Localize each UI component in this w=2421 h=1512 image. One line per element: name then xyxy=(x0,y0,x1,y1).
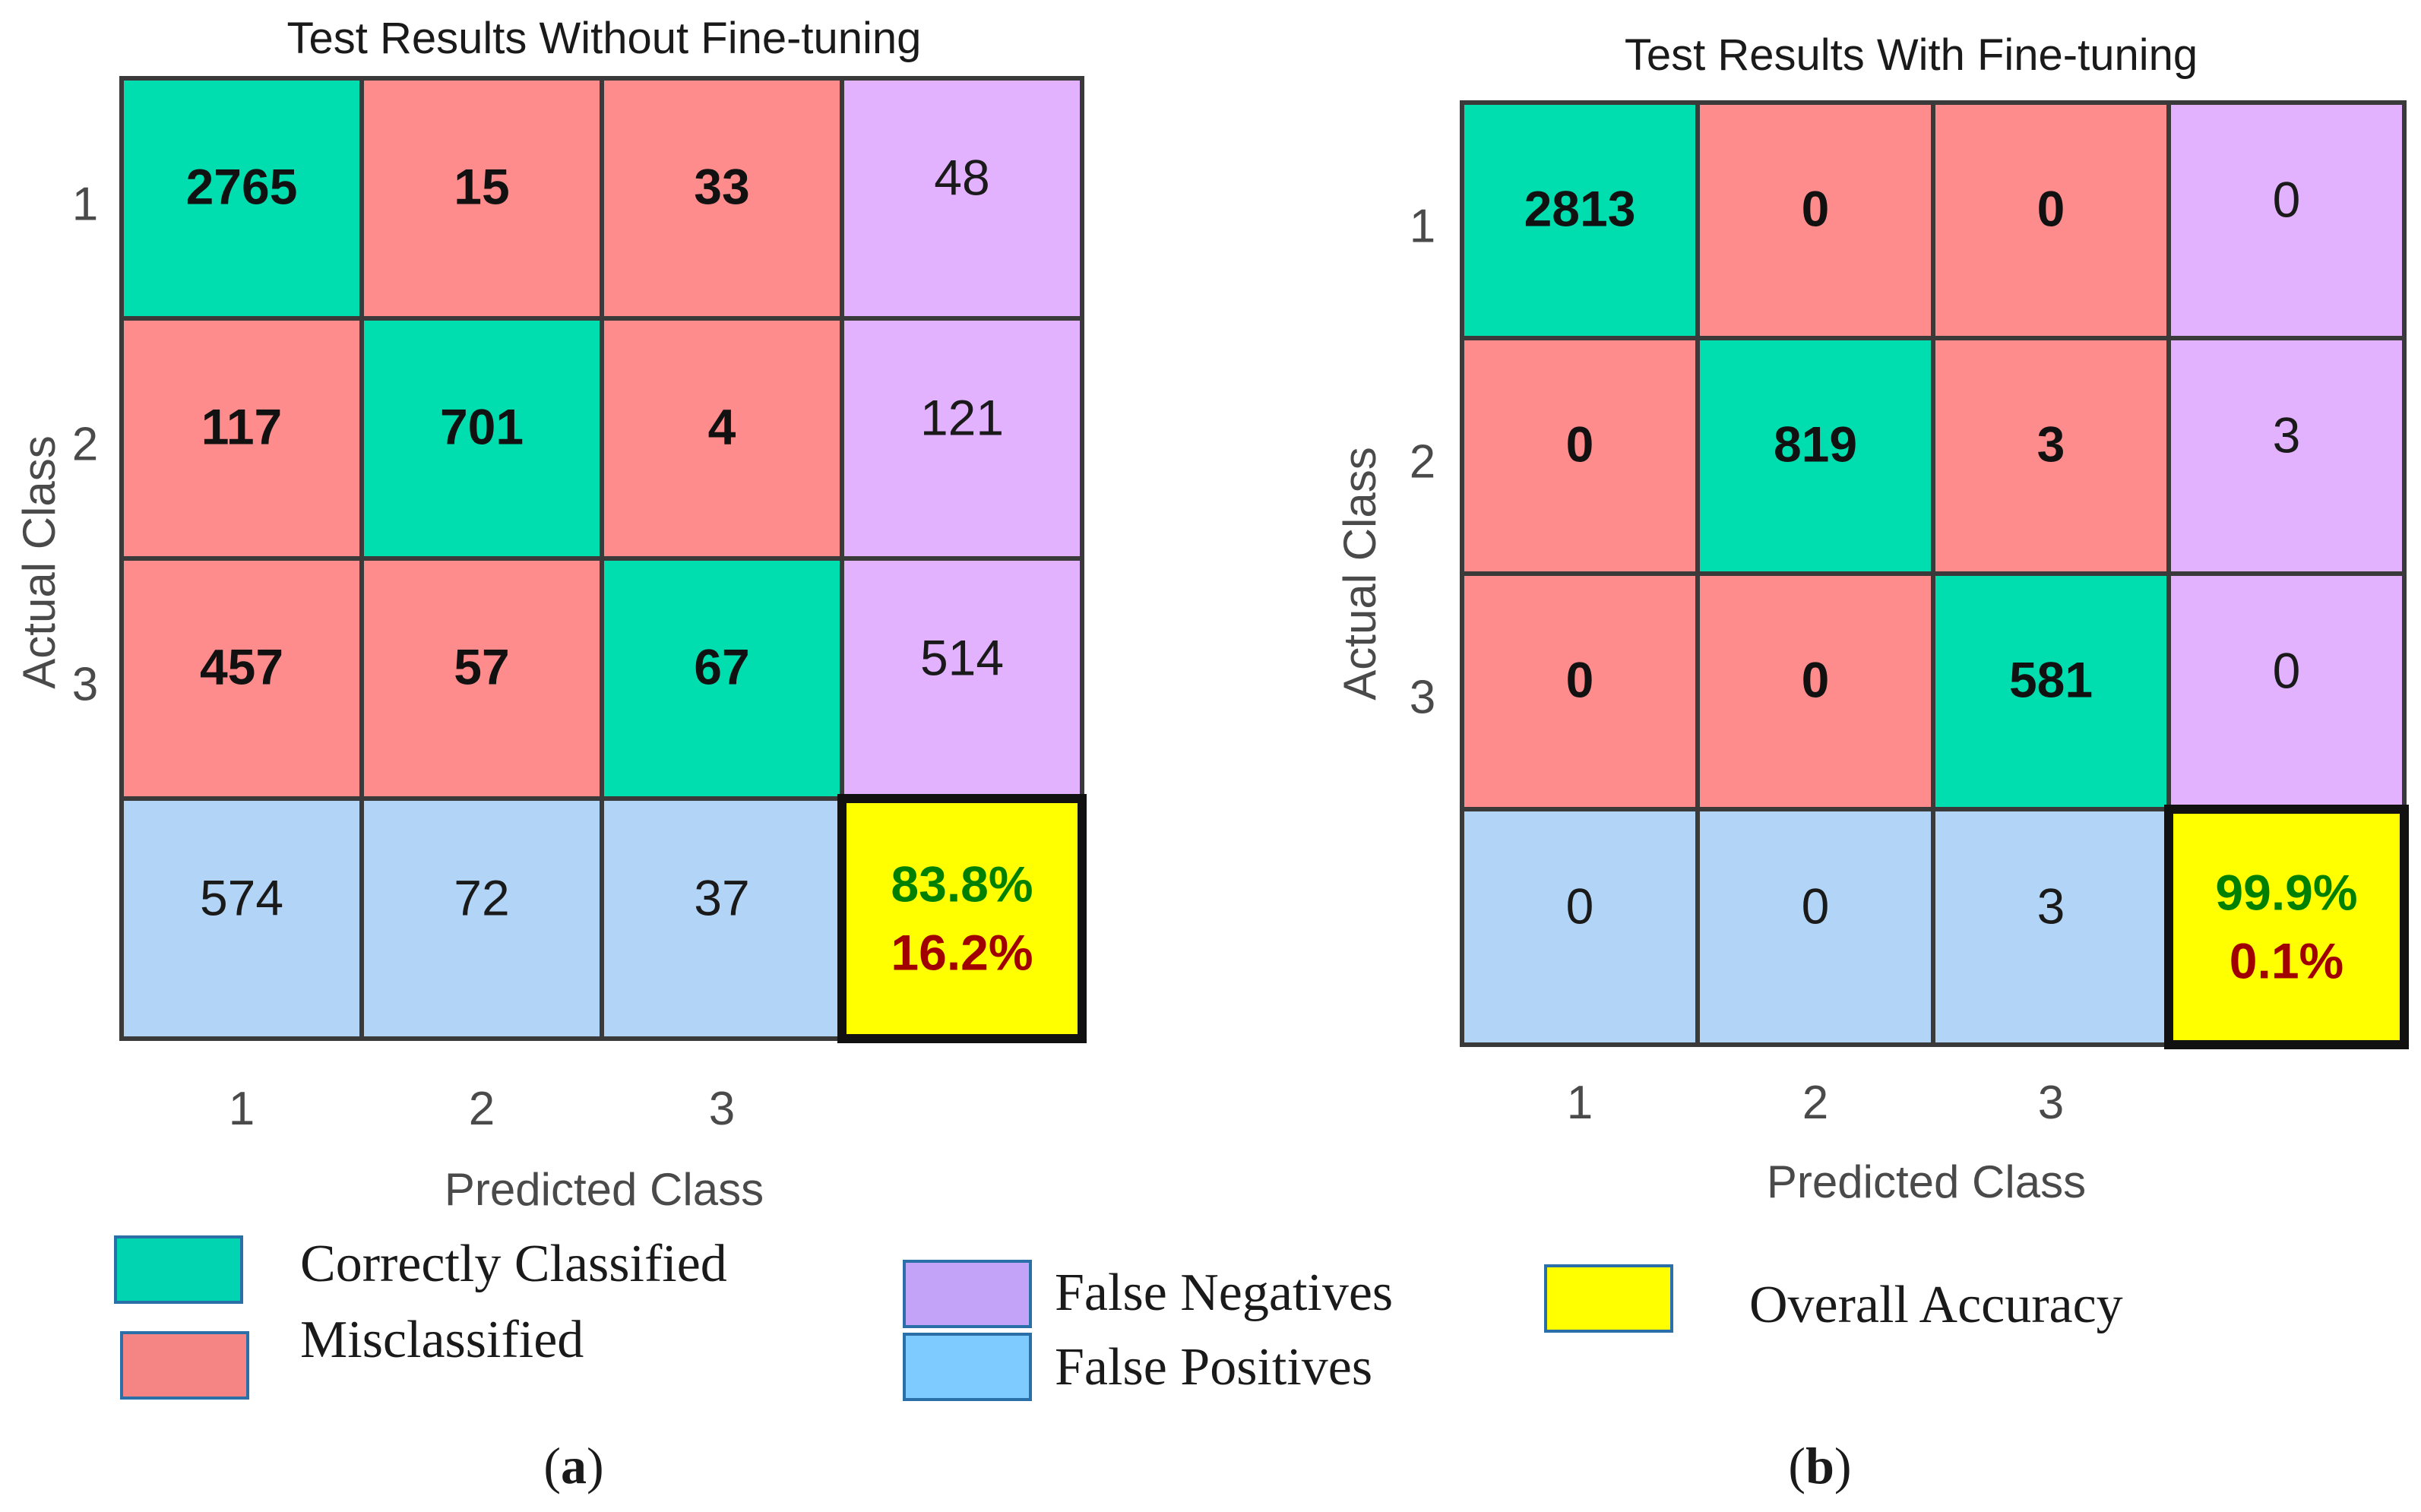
matrix-value: 57 xyxy=(454,638,509,694)
misclassified-cell xyxy=(600,76,844,321)
false-negative-value: 3 xyxy=(2273,406,2301,463)
y-tick-label: 3 xyxy=(1410,671,1435,723)
false-positive-value: 0 xyxy=(1566,878,1594,934)
y-axis-label: Actual Class xyxy=(1334,447,1385,700)
false-positive-value: 37 xyxy=(694,869,749,925)
panel-b: Test Results With Fine-tuning 2813 0 0 0 0 81… xyxy=(1334,30,2409,1495)
false-positive-cell xyxy=(600,796,844,1041)
correct-cell xyxy=(1460,100,1700,340)
misclassified-cell xyxy=(1460,336,1700,576)
false-negative-cell xyxy=(2166,336,2407,576)
false-negative-value: 0 xyxy=(2273,642,2301,698)
false-negative-value: 121 xyxy=(920,389,1004,445)
legend-label-correct: Correctly Classified xyxy=(300,1235,727,1293)
error-value: 0.1% xyxy=(2230,932,2343,988)
matrix-value: 2813 xyxy=(1524,180,1636,236)
matrix-value: 457 xyxy=(200,638,283,694)
matrix-value: 0 xyxy=(1566,416,1594,472)
matrix-value: 581 xyxy=(2009,651,2093,707)
x-tick-label: 2 xyxy=(469,1083,495,1135)
legend-swatch-correct xyxy=(114,1235,243,1304)
false-positive-cell xyxy=(119,796,364,1041)
accuracy-value: 99.9% xyxy=(2215,864,2357,920)
legend-label-false-positives: False Positives xyxy=(1055,1338,1372,1397)
legend-label-accuracy: Overall Accuracy xyxy=(1749,1276,2123,1334)
caption-letter: b xyxy=(1805,1437,1834,1495)
false-positive-value: 3 xyxy=(2037,878,2065,934)
y-axis-label: Actual Class xyxy=(14,435,65,688)
matrix-value: 2765 xyxy=(186,158,298,214)
caption-open: ( xyxy=(1788,1437,1805,1495)
legend-label-false-negatives: False Negatives xyxy=(1055,1264,1393,1322)
matrix-value: 0 xyxy=(1802,180,1830,236)
correct-cell xyxy=(1695,336,1935,576)
caption-letter: a xyxy=(561,1437,587,1495)
legend-swatch-false-negatives xyxy=(903,1260,1032,1328)
accuracy-cell xyxy=(2164,805,2409,1049)
accuracy-value: 83.8% xyxy=(891,856,1033,912)
matrix-value: 3 xyxy=(2037,416,2065,472)
y-tick-label: 1 xyxy=(72,178,98,230)
false-positive-value: 72 xyxy=(454,869,509,925)
matrix-value: 0 xyxy=(2037,180,2065,236)
panel-caption: (a) xyxy=(543,1437,603,1495)
y-tick-label: 1 xyxy=(1410,200,1435,252)
matrix-value: 4 xyxy=(708,398,736,454)
matrix-value: 67 xyxy=(694,638,749,694)
legend-swatch-accuracy xyxy=(1544,1264,1673,1333)
chart-title: Test Results With Fine-tuning xyxy=(1625,30,2198,80)
correct-cell xyxy=(119,76,364,321)
matrix-value: 819 xyxy=(1774,416,1857,472)
x-axis-label: Predicted Class xyxy=(1767,1156,2086,1207)
caption-close: ) xyxy=(1834,1437,1852,1495)
matrix-value: 701 xyxy=(440,398,524,454)
legend-swatch-misclassified xyxy=(120,1331,249,1400)
matrix-value: 117 xyxy=(201,398,282,454)
panel-a: Test Results Without Fine-tuning 2765 15 3… xyxy=(14,14,1087,1495)
misclassified-cell xyxy=(1931,100,2171,340)
false-negative-value: 48 xyxy=(934,149,989,205)
y-tick-label: 2 xyxy=(1410,435,1435,488)
false-negative-cell xyxy=(840,316,1084,561)
x-tick-label: 3 xyxy=(709,1083,735,1135)
matrix-value: 0 xyxy=(1802,651,1830,707)
legend-swatch-false-positives xyxy=(903,1333,1032,1401)
misclassified-cell xyxy=(1931,336,2171,576)
misclassified-cell xyxy=(119,556,364,801)
legend: Correctly Classified Misclassified False… xyxy=(114,1235,2123,1401)
error-value: 16.2% xyxy=(891,924,1033,980)
false-positive-value: 574 xyxy=(200,869,283,925)
chart-title: Test Results Without Fine-tuning xyxy=(287,14,922,63)
false-negative-cell xyxy=(840,556,1084,801)
false-positive-value: 0 xyxy=(1802,878,1830,934)
matrix-grid: 2813 0 0 0 0 819 3 3 0 0 581 0 0 0 3 99.9% 0.1% 1 1 2 2 3 3 xyxy=(1410,100,2409,1129)
false-positive-cell xyxy=(359,796,604,1041)
legend-label-misclassified: Misclassified xyxy=(300,1311,584,1369)
caption-close: ) xyxy=(587,1437,604,1495)
false-negative-value: 0 xyxy=(2273,171,2301,227)
y-tick-label: 2 xyxy=(72,418,98,470)
caption-open: ( xyxy=(543,1437,561,1495)
accuracy-cell xyxy=(837,794,1087,1043)
correct-cell xyxy=(1931,571,2171,811)
y-tick-label: 3 xyxy=(72,658,98,710)
misclassified-cell xyxy=(359,76,604,321)
false-positive-cell xyxy=(1931,807,2171,1047)
x-tick-label: 3 xyxy=(2038,1077,2064,1129)
matrix-value: 15 xyxy=(454,158,509,214)
false-negative-value: 514 xyxy=(920,629,1004,685)
matrix-value: 33 xyxy=(694,158,749,214)
false-positive-cell xyxy=(1460,807,1700,1047)
x-tick-label: 2 xyxy=(1802,1077,1828,1129)
x-tick-label: 1 xyxy=(1567,1077,1593,1129)
panel-caption: (b) xyxy=(1788,1437,1851,1495)
misclassified-cell xyxy=(1460,571,1700,811)
x-axis-label: Predicted Class xyxy=(445,1164,764,1215)
x-tick-label: 1 xyxy=(229,1083,255,1135)
misclassified-cell xyxy=(359,556,604,801)
false-negative-cell xyxy=(2166,571,2407,811)
matrix-value: 0 xyxy=(1566,651,1594,707)
